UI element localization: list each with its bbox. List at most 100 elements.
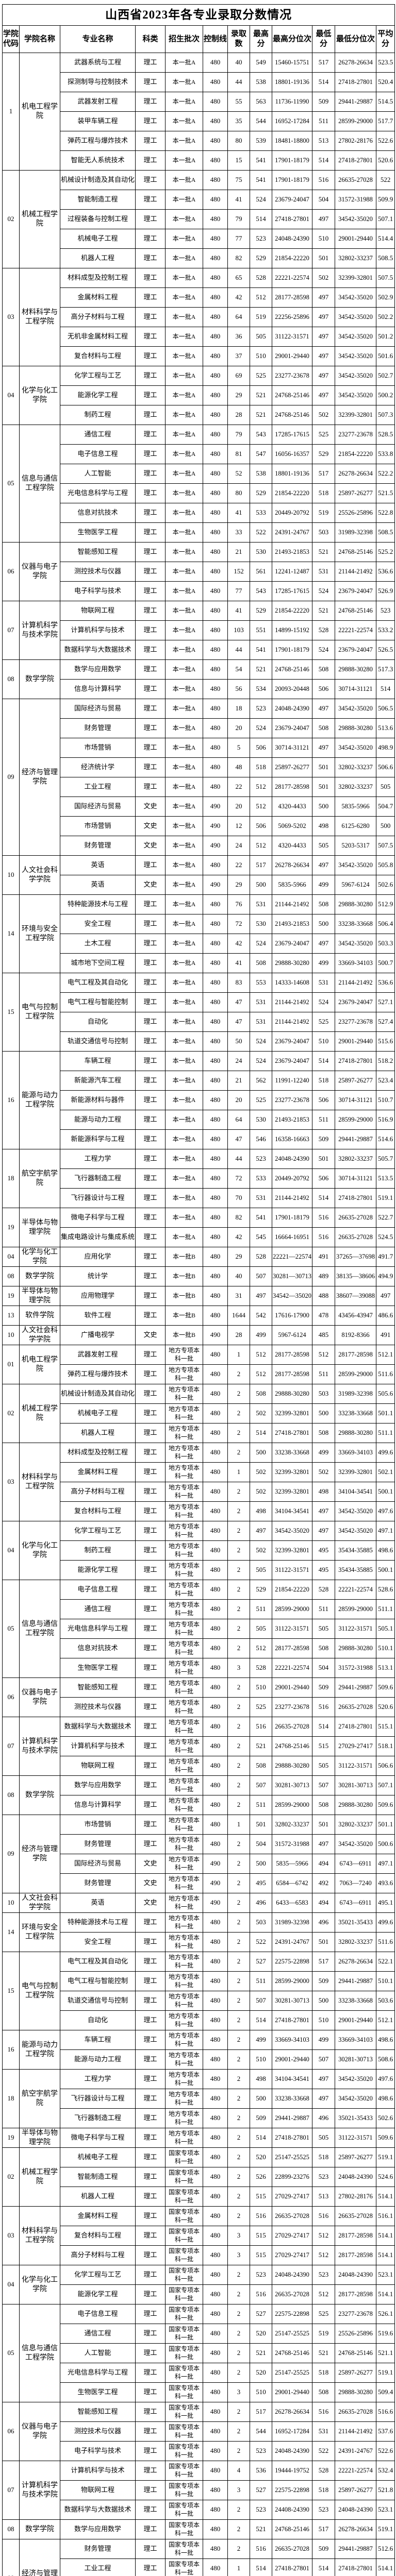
min-rank-cell: 32802-33237	[335, 1149, 376, 1169]
page-title: 山西省2023年各专业录取分数情况	[2, 4, 395, 26]
admit-count-cell: 2	[227, 1384, 250, 1404]
min-rank-cell: 29441-29887	[335, 1677, 376, 1698]
admit-count-cell: 29	[227, 385, 250, 405]
batch-cell: 本一批B	[165, 1266, 203, 1286]
min-score-cell: 510	[312, 2010, 335, 2030]
max-rank-cell: 20449-20792	[272, 503, 312, 523]
control-line-cell: 480	[203, 620, 228, 640]
table-row: 物联网工程 理工 国家专项本科一批 480 3 527 22575-22898 518 2589…	[3, 2480, 395, 2500]
major-cell: 财务管理	[60, 836, 136, 856]
category-cell: 理工	[135, 111, 166, 131]
max-rank-cell: 18481-18800	[272, 131, 312, 151]
max-score-cell: 512	[250, 796, 272, 817]
table-row: 复合材料与工程 理工 地方专项本科一批 480 2 498 34104-34541 497 34…	[3, 1501, 395, 1521]
major-cell: 新能源汽车工程	[60, 1071, 136, 1091]
min-rank-cell: 33238-33668	[335, 1403, 376, 1423]
college-code-cell: 02	[2, 2147, 20, 2207]
avg-score-cell: 533.8	[375, 444, 395, 464]
control-line-cell: 480	[203, 1736, 228, 1756]
column-header-college-name: 学院名称	[19, 25, 60, 53]
max-score-cell: 495	[250, 1873, 272, 1893]
batch-cell: 本一批A	[165, 131, 203, 151]
table-row: 制药工程 理工 本一批A 480 28 521 24768-25146 502 32399-32…	[3, 405, 395, 425]
avg-score-cell: 508.6	[375, 2049, 395, 2070]
max-score-cell: 511	[250, 1599, 272, 1619]
min-rank-cell: 33669-34103	[335, 1443, 376, 1463]
category-cell: 理工	[135, 992, 166, 1012]
min-rank-cell: 25897-26277	[335, 2147, 376, 2167]
avg-score-cell: 514	[375, 679, 395, 699]
min-rank-cell: 34542-35020	[335, 327, 376, 347]
avg-score-cell: 491	[375, 1325, 395, 1345]
min-rank-cell: 21854-22220	[335, 444, 376, 464]
table-row: 数据科学与大数据技术 理工 国家专项本科一批 480 2 523 24408-24390 52…	[3, 2500, 395, 2520]
admit-count-cell: 35	[227, 111, 250, 131]
table-row: 02 机械工程学院 机械电子工程 理工 国家专项本科一批 480 2 520 25147-255…	[2, 2147, 395, 2207]
min-score-cell: 508	[312, 718, 335, 738]
admit-count-cell: 2	[227, 1893, 250, 1913]
min-rank-cell: 34542-35020	[335, 2089, 376, 2109]
min-rank-cell: 29888-30280	[335, 1423, 376, 1443]
batch-cell: 本一批A	[165, 385, 203, 405]
max-rank-cell: 27029-27417	[272, 2187, 312, 2207]
major-cell: 新能源科学与工程	[60, 1129, 136, 1149]
control-line-cell: 480	[203, 699, 228, 719]
admit-count-cell: 44	[227, 72, 250, 92]
batch-cell: 本一批A	[165, 542, 203, 562]
min-rank-cell: 27418-27801	[335, 2558, 376, 2576]
max-rank-cell: 23679-24047	[272, 1031, 312, 1052]
max-rank-cell: 16358-16663	[272, 1129, 312, 1149]
college-code-cell: 01	[2, 1345, 20, 1384]
max-rank-cell: 31989-32398	[272, 1912, 312, 1933]
major-cell: 能源化学工程	[60, 385, 136, 405]
major-cell: 自动化	[60, 1012, 136, 1032]
table-row: 工业工程 理工 国家专项本科一批 480 1 514 27418-27801 514 27418…	[3, 2558, 395, 2576]
batch-cell: 本一批A	[165, 836, 203, 856]
category-cell: 理工	[135, 1717, 166, 1737]
min-score-cell: 508	[312, 1423, 335, 1443]
admit-count-cell: 42	[227, 1227, 250, 1247]
admit-count-cell: 72	[227, 914, 250, 934]
control-line-cell: 480	[203, 170, 228, 190]
control-line-cell: 480	[203, 1364, 228, 1384]
batch-cell: 本一批A	[165, 268, 203, 288]
batch-cell: 本一批A	[165, 875, 203, 895]
major-cell: 应用化学	[60, 1247, 136, 1267]
max-score-cell: 521	[250, 385, 272, 405]
table-row: 测控技术与仪器 理工 地方专项本科一批 480 2 525 23277-23678 516 26…	[3, 1697, 395, 1717]
college-name-cell: 航空宇航学院	[19, 1149, 60, 1208]
max-score-cell: 546	[250, 1129, 272, 1149]
batch-cell: 本一批A	[165, 1031, 203, 1052]
max-score-cell: 521	[250, 659, 272, 680]
batch-cell: 本一批B	[165, 1306, 203, 1326]
batch-cell: 国家专项本科一批	[165, 2206, 203, 2226]
admit-count-cell: 2	[227, 1971, 250, 1991]
avg-score-cell: 519.1	[375, 2519, 395, 2539]
min-rank-cell: 29441-29887	[335, 92, 376, 112]
table-row: 04 化学与化工学院 化学工程与工艺 理工 本一批A 480 69 525 23277-2367…	[2, 366, 395, 425]
college-code-cell: 14	[2, 1912, 20, 1952]
control-line-cell: 480	[203, 1717, 228, 1737]
max-rank-cell: 28599-29000	[272, 1795, 312, 1815]
min-rank-cell: 24048-24390	[335, 2265, 376, 2285]
max-rank-cell: 21493-21853	[272, 542, 312, 562]
table-row: 测控技术与仪器 理工 国家专项本科一批 480 2 544 16952-17284 531 21…	[3, 2421, 395, 2442]
max-rank-cell: 21144-21492	[272, 1188, 312, 1208]
admit-count-cell: 50	[227, 1031, 250, 1052]
min-score-cell: 517	[312, 53, 335, 73]
table-row: 智能无人系统技术 理工 本一批A 480 15 541 17901-18179 514 2741…	[3, 150, 395, 171]
max-score-cell: 511	[250, 1795, 272, 1815]
category-cell: 理工	[135, 1462, 166, 1482]
table-row: 安全工程 理工 本一批A 480 72 530 21493-21853 500 33238-33…	[3, 914, 395, 934]
min-rank-cell: 25526-25896	[335, 2324, 376, 2344]
college-code-cell: 04	[2, 2265, 20, 2304]
max-score-cell: 529	[250, 483, 272, 503]
category-cell: 理工	[135, 2441, 166, 2461]
min-score-cell: 496	[312, 2108, 335, 2128]
max-rank-cell: 25147-25525	[272, 2324, 312, 2344]
max-rank-cell: 30281—30713	[272, 1266, 312, 1286]
min-rank-cell: 29001-29440	[335, 229, 376, 249]
table-row: 生物医学工程 理工 国家专项本科一批 480 3 510 29001-29440 508 298…	[3, 2382, 395, 2402]
table-row: 机械电子工程 理工 地方专项本科一批 480 2 502 32399-32801 500 332…	[3, 1403, 395, 1423]
admit-count-cell: 2	[227, 2500, 250, 2520]
